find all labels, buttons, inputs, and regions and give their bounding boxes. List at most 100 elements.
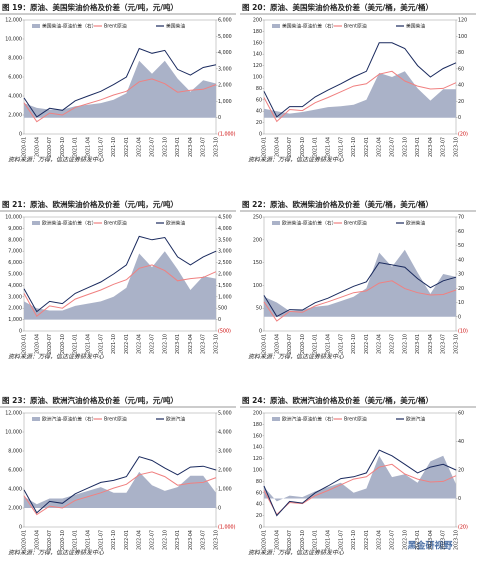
x-tick-label: 2020-01 xyxy=(22,334,28,354)
x-tick-label: 2022-01 xyxy=(364,334,370,354)
x-tick-label: 2023-10 xyxy=(454,137,460,157)
y-tick-label: 4,000 xyxy=(8,94,22,100)
y-tick-label: 2,000 xyxy=(8,306,22,312)
price-line xyxy=(23,235,217,313)
x-tick-label: 2022-07 xyxy=(390,530,396,550)
x-tick-label: 2023-07 xyxy=(201,334,207,354)
legend-label: 美国柴油 xyxy=(166,23,185,30)
x-tick-label: 2023-07 xyxy=(201,137,207,157)
price-line xyxy=(263,42,457,118)
y2-tick-label: (10) xyxy=(458,329,468,335)
y-tick-label: 80 xyxy=(256,86,262,92)
y-tick-label: 160 xyxy=(253,433,262,439)
y-tick-label: 80 xyxy=(256,479,262,485)
price-line xyxy=(23,78,217,123)
price-line xyxy=(23,456,217,514)
x-tick-label: 2022-07 xyxy=(150,530,156,550)
y-tick-label: 10,000 xyxy=(5,430,22,436)
chart-title: 图 20：原油、美国柴油价格及价差（美元/桶，美元/桶） xyxy=(242,2,433,12)
y2-tick-label: 1,500 xyxy=(218,283,232,289)
y-tick-label: 60 xyxy=(256,490,262,496)
x-tick-label: 2020-04 xyxy=(274,530,280,550)
y2-tick-label: (500) xyxy=(218,329,231,335)
x-tick-label: 2020-10 xyxy=(300,334,306,354)
y2-tick-label: 30 xyxy=(458,272,464,278)
y2-tick-label: 2,000 xyxy=(218,468,232,474)
price-line xyxy=(263,280,457,322)
y2-tick-label: (1,000) xyxy=(218,132,236,138)
y-tick-label: 12,000 xyxy=(5,411,22,417)
y-tick-label: 6,000 xyxy=(8,75,22,81)
y2-tick-label: 6,000 xyxy=(218,18,232,24)
legend-label: Brent原油 xyxy=(344,23,367,30)
x-tick-label: 2023-01 xyxy=(415,530,421,550)
x-tick-label: 2020-10 xyxy=(300,530,306,550)
spread-area xyxy=(264,455,456,502)
legend-label: Brent原油 xyxy=(104,220,127,227)
y2-tick-label: 4,000 xyxy=(218,226,232,232)
x-tick-label: 2021-10 xyxy=(111,137,117,157)
y-tick-label: 6,000 xyxy=(8,260,22,266)
y2-tick-label: 20 xyxy=(458,468,464,474)
x-tick-label: 2021-04 xyxy=(326,530,332,550)
y-tick-label: 40 xyxy=(256,109,262,115)
y-tick-label: 180 xyxy=(253,422,262,428)
y2-tick-label: 5,000 xyxy=(218,411,232,417)
x-tick-label: 2022-07 xyxy=(150,334,156,354)
chart-title: 图 24：原油、欧洲汽油价格及价差（美元/桶，美元/桶） xyxy=(242,395,433,405)
y2-tick-label: 3,500 xyxy=(218,237,232,243)
legend-label: 美国柴油-原油价差（右） xyxy=(42,23,97,30)
x-tick-label: 2021-04 xyxy=(86,334,92,354)
x-tick-label: 2020-07 xyxy=(287,334,293,354)
y-tick-label: 50 xyxy=(256,306,262,312)
y-tick-label: 60 xyxy=(256,97,262,103)
y2-tick-label: 70 xyxy=(458,215,464,221)
x-tick-label: 2020-07 xyxy=(47,334,53,354)
source-note: 资料来源：万得，信达证券研发中心 xyxy=(248,353,345,361)
y-tick-label: 200 xyxy=(253,237,262,243)
x-tick-label: 2021-10 xyxy=(351,334,357,354)
y2-tick-label: 40 xyxy=(458,83,464,89)
y2-tick-label: 10 xyxy=(458,300,464,306)
y2-tick-label: 2,000 xyxy=(218,83,232,89)
price-line xyxy=(23,264,217,317)
y-tick-label: 200 xyxy=(253,411,262,417)
x-tick-label: 2022-04 xyxy=(377,530,383,550)
x-tick-label: 2023-10 xyxy=(454,334,460,354)
y-tick-label: 3,000 xyxy=(8,294,22,300)
source-note: 资料来源：万得，信达证券研发中心 xyxy=(8,549,105,557)
y2-tick-label: 500 xyxy=(218,306,227,312)
legend-swatch xyxy=(272,24,280,28)
source-note: 资料来源：万得，信达证券研发中心 xyxy=(8,156,105,164)
y-tick-label: 140 xyxy=(253,52,262,58)
x-tick-label: 2021-10 xyxy=(351,530,357,550)
source-note: 资料来源：万得，信达证券研发中心 xyxy=(248,156,345,164)
legend-label: 欧洲柴油-原油价差（右） xyxy=(42,220,97,227)
y2-tick-label: 20 xyxy=(458,99,464,105)
y2-tick-label: 50 xyxy=(458,243,464,249)
y-tick-label: 8,000 xyxy=(8,449,22,455)
x-tick-label: 2021-07 xyxy=(98,530,104,550)
x-tick-label: 2023-04 xyxy=(428,530,434,550)
y2-tick-label: 100 xyxy=(458,34,467,40)
x-tick-label: 2022-01 xyxy=(364,137,370,157)
x-tick-label: 2023-10 xyxy=(454,530,460,550)
legend-label: 美国柴油 xyxy=(406,23,425,30)
legend-label: Brent原油 xyxy=(344,416,367,423)
legend-swatch xyxy=(272,221,280,225)
y-tick-label: 4,000 xyxy=(8,487,22,493)
y-tick-label: 140 xyxy=(253,445,262,451)
y-tick-label: 0 xyxy=(259,329,262,335)
y2-tick-label: 120 xyxy=(458,18,467,24)
y-tick-label: 20 xyxy=(256,120,262,126)
y-tick-label: 0 xyxy=(19,329,22,335)
y2-tick-label: 2,500 xyxy=(218,260,232,266)
spread-area xyxy=(24,60,216,118)
y2-tick-label: 0 xyxy=(218,317,221,323)
x-tick-label: 2020-04 xyxy=(34,530,40,550)
y2-tick-label: 2,000 xyxy=(218,272,232,278)
x-tick-label: 2022-10 xyxy=(162,137,168,157)
y-tick-label: 250 xyxy=(253,215,262,221)
y-tick-label: 160 xyxy=(253,40,262,46)
